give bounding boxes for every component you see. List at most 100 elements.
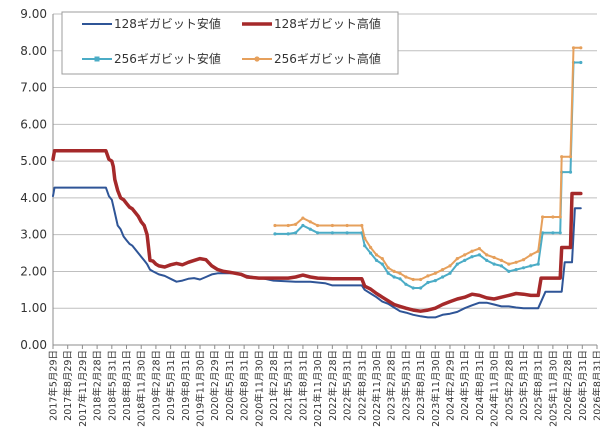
- data-point: [287, 232, 290, 235]
- data-point: [456, 257, 459, 260]
- x-tick-label: 2023年5月31日: [400, 350, 412, 421]
- data-point: [419, 278, 422, 281]
- legend-label-128-low: 128ギガビット安値: [114, 16, 221, 31]
- data-point: [478, 253, 481, 256]
- x-tick-label: 2026年5月31日: [577, 350, 589, 421]
- x-tick-label: 2021年8月31日: [297, 350, 309, 421]
- legend-marker-256-high: [254, 56, 259, 61]
- data-point: [551, 231, 554, 234]
- x-tick-label: 2023年8月31日: [415, 350, 427, 421]
- data-point: [507, 270, 510, 273]
- data-point: [560, 155, 563, 158]
- data-point: [572, 46, 575, 49]
- data-point: [537, 250, 540, 253]
- x-tick-label: 2026年8月31日: [592, 350, 600, 421]
- legend-label-256-low: 256ギガビット安値: [114, 51, 221, 66]
- data-point: [551, 215, 554, 218]
- x-tick-label: 2024年11月30日: [489, 350, 501, 427]
- data-point: [346, 224, 349, 227]
- data-point: [485, 259, 488, 262]
- x-tick-label: 2025年8月31日: [533, 350, 545, 421]
- legend-label-128-high: 128ギガビット高値: [274, 16, 381, 31]
- data-point: [493, 256, 496, 259]
- x-tick-label: 2017年5月29日: [48, 350, 60, 421]
- data-point: [375, 259, 378, 262]
- x-tick-label: 2020年11月30日: [253, 350, 265, 427]
- x-tick-label: 2019年2月28日: [150, 350, 162, 421]
- data-point: [515, 261, 518, 264]
- data-point: [559, 231, 562, 234]
- data-point: [441, 268, 444, 271]
- data-point: [387, 272, 390, 275]
- x-tick-label: 2025年11月30日: [547, 350, 559, 427]
- data-point: [398, 272, 401, 275]
- data-point: [404, 283, 407, 286]
- data-point: [419, 286, 422, 289]
- data-point: [485, 253, 488, 256]
- data-point: [541, 215, 544, 218]
- x-tick-label: 2022年11月30日: [371, 350, 383, 427]
- x-tick-label: 2025年2月28日: [503, 350, 515, 421]
- data-point: [273, 232, 276, 235]
- x-tick-label: 2017年11月29日: [77, 350, 89, 427]
- x-tick-label: 2024年5月31日: [459, 350, 471, 421]
- x-tick-label: 2024年2月29日: [444, 350, 456, 421]
- data-point: [515, 268, 518, 271]
- x-tick-label: 2022年8月31日: [356, 350, 368, 421]
- data-point: [463, 253, 466, 256]
- data-point: [398, 277, 401, 280]
- data-point: [507, 263, 510, 266]
- data-point: [579, 46, 582, 49]
- data-point: [301, 224, 304, 227]
- data-point: [393, 270, 396, 273]
- data-point: [360, 224, 363, 227]
- y-tick-label: 8.00: [20, 44, 47, 58]
- data-point: [522, 258, 525, 261]
- y-tick-label: 6.00: [20, 117, 47, 131]
- x-tick-label: 2019年8月31日: [180, 350, 192, 421]
- x-tick-label: 2018年11月30日: [136, 350, 148, 427]
- data-point: [316, 224, 319, 227]
- x-tick-label: 2024年8月31日: [474, 350, 486, 421]
- y-tick-label: 9.00: [20, 7, 47, 21]
- data-point: [369, 246, 372, 249]
- data-point: [346, 231, 349, 234]
- data-point: [381, 263, 384, 266]
- data-point: [448, 264, 451, 267]
- x-tick-label: 2020年8月31日: [239, 350, 251, 421]
- data-point: [470, 255, 473, 258]
- data-point: [579, 61, 582, 64]
- data-point: [522, 266, 525, 269]
- data-point: [448, 272, 451, 275]
- data-point: [569, 171, 572, 174]
- data-point: [316, 231, 319, 234]
- data-point: [331, 231, 334, 234]
- y-tick-label: 5.00: [20, 154, 47, 168]
- data-point: [387, 266, 390, 269]
- x-tick-label: 2026年2月28日: [562, 350, 574, 421]
- x-tick-label: 2019年11月30日: [195, 350, 207, 427]
- x-tick-label: 2018年5月31日: [106, 350, 118, 421]
- data-point: [294, 231, 297, 234]
- data-point: [463, 259, 466, 262]
- data-point: [363, 244, 366, 247]
- x-tick-label: 2022年2月28日: [327, 350, 339, 421]
- legend: 128ギガビット安値 128ギガビット高値 256ギガビット安値 256ギガビッ…: [62, 12, 398, 74]
- data-point: [412, 286, 415, 289]
- data-point: [331, 224, 334, 227]
- data-point: [287, 224, 290, 227]
- data-point: [470, 250, 473, 253]
- data-point: [426, 274, 429, 277]
- x-tick-label: 2017年8月29日: [62, 350, 74, 421]
- x-tick-label: 2023年2月28日: [386, 350, 398, 421]
- data-point: [441, 275, 444, 278]
- data-point: [309, 228, 312, 231]
- data-point: [404, 275, 407, 278]
- data-point: [309, 220, 312, 223]
- x-tick-label: 2018年2月28日: [92, 350, 104, 421]
- x-tick-label: 2023年11月30日: [430, 350, 442, 427]
- data-point: [294, 223, 297, 226]
- y-tick-label: 2.00: [20, 264, 47, 278]
